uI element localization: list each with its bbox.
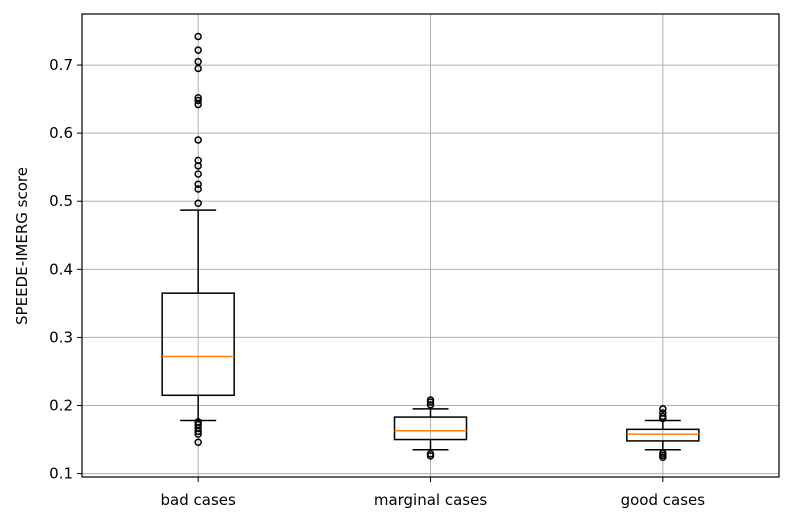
y-axis: 0.1 0.2 0.3 0.4 0.5 0.6 0.7 [49,56,82,483]
outlier-point [659,405,667,413]
y-tick-label: 0.4 [49,260,73,278]
interquartile-box [161,292,235,397]
outlier-point [194,438,202,447]
box-series [161,32,700,462]
box-group [161,32,235,447]
outlier-point [194,427,202,436]
outlier-point [426,398,435,406]
outlier-point [426,452,435,460]
outlier-point [194,199,202,208]
x-tick-label: marginal cases [374,491,488,509]
outlier-point [194,136,202,144]
outlier-point [194,170,202,178]
outlier-point [194,162,202,170]
outlier-point [194,64,202,73]
y-axis-label: SPEEDE-IMERG score [13,167,31,325]
outlier-point [194,185,202,193]
outlier-point [194,96,202,105]
outlier-point [194,57,202,66]
outlier-point [194,46,202,54]
outlier-point [194,100,202,109]
x-tick-label: good cases [621,491,706,509]
y-tick-label: 0.5 [49,192,73,210]
outlier-point [426,401,435,409]
outlier-point [194,180,202,188]
box-group [393,396,468,460]
x-axis: bad cases marginal cases good cases [161,477,706,509]
y-tick-label: 0.7 [49,56,73,74]
y-tick-label: 0.3 [49,328,73,346]
y-tick-label: 0.2 [49,397,73,415]
outlier-point [194,430,202,438]
y-tick-label: 0.6 [49,124,73,142]
outlier-point [194,32,202,41]
outlier-point [659,414,667,423]
y-tick-label: 0.1 [49,465,73,483]
interquartile-box [393,416,468,441]
outlier-point [194,93,202,102]
outlier-point [659,453,667,462]
box-group [626,405,700,462]
x-tick-label: bad cases [161,491,236,509]
outlier-point [194,420,202,429]
interquartile-box [626,428,700,442]
